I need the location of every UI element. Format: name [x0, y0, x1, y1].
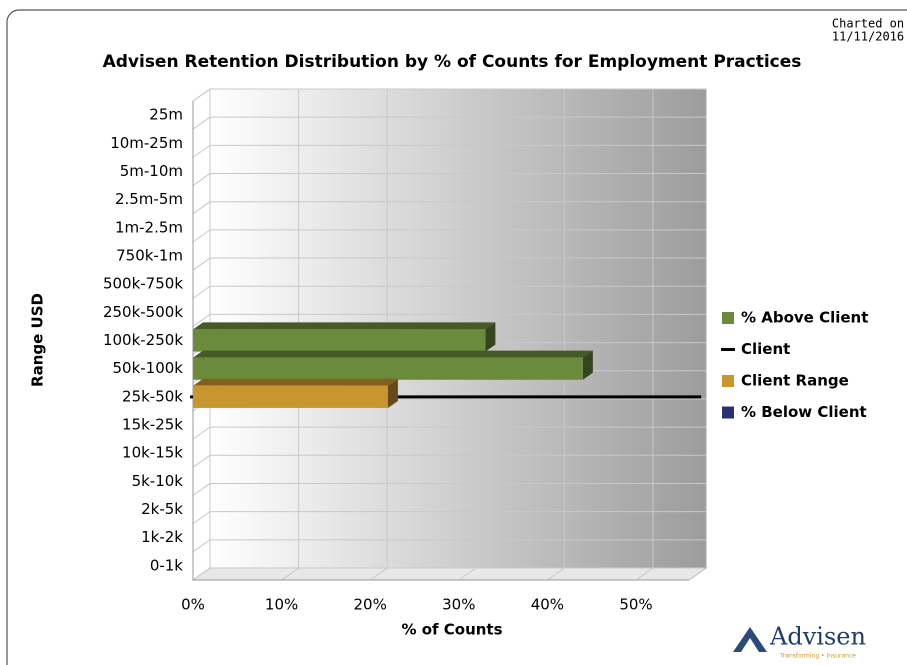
x-tick-label: 30%	[442, 596, 475, 614]
x-axis-label: % of Counts	[401, 621, 502, 639]
y-tick-label: 5m-10m	[120, 162, 183, 180]
row-line	[192, 116, 211, 130]
y-tick-label: 25k-50k	[122, 387, 183, 405]
chart-title: Advisen Retention Distribution by % of C…	[103, 52, 802, 72]
x-tick-label: 10%	[265, 596, 298, 614]
bar-top	[193, 350, 593, 358]
bar-top	[193, 322, 496, 330]
y-tick-label: 100k-250k	[103, 331, 183, 349]
charted-on: 11/11/2016	[832, 30, 904, 44]
legend-marker	[722, 406, 734, 419]
y-tick-label: 0-1k	[150, 556, 183, 574]
floor-grid	[458, 567, 477, 581]
row-line	[192, 567, 211, 581]
x-tick-label: 20%	[354, 596, 387, 614]
y-tick-label: 750k-1m	[116, 246, 183, 264]
legend-label: Client Range	[741, 372, 849, 390]
row-line	[192, 201, 211, 215]
legend-label: % Below Client	[741, 403, 867, 421]
y-tick-label: 15k-25k	[122, 416, 183, 434]
y-tick-label: 2k-5k	[141, 500, 183, 518]
floor-grid	[281, 567, 299, 581]
y-tick-label: 5k-10k	[132, 472, 184, 490]
row-line	[192, 426, 211, 440]
y-tick-label: 1m-2.5m	[115, 218, 183, 236]
bar-side	[582, 350, 593, 380]
row-line	[192, 88, 211, 102]
y-tick-label: 250k-500k	[103, 303, 183, 321]
y-tick-label: 25m	[149, 106, 183, 124]
legend-label: % Above Client	[741, 309, 868, 327]
bar	[193, 357, 583, 380]
y-tick-label: 2.5m-5m	[115, 190, 183, 208]
bar-side	[485, 322, 496, 352]
x-tick-label: 0%	[181, 596, 205, 614]
bar	[193, 329, 486, 352]
floor-grid	[547, 567, 565, 581]
y-tick-label: 10m-25m	[110, 134, 183, 152]
bar	[193, 385, 388, 408]
bar-top	[193, 378, 398, 386]
row-line	[192, 257, 211, 271]
floor-grid	[635, 567, 654, 581]
y-tick-label: 10k-15k	[122, 444, 183, 462]
logo: Advisen	[769, 623, 866, 651]
row-line	[192, 539, 211, 553]
legend-label: Client	[741, 340, 790, 358]
frame	[6, 9, 907, 665]
floor	[191, 567, 708, 581]
bar-side	[387, 378, 398, 408]
x-tick-label: 50%	[619, 596, 652, 614]
row-line	[192, 314, 211, 327]
x-tick-label: 40%	[531, 596, 564, 614]
row-line	[192, 454, 211, 468]
row-line	[192, 229, 211, 243]
row-line	[192, 144, 211, 158]
charted-on: Charted on	[832, 17, 904, 31]
y-tick-label: 50k-100k	[112, 359, 183, 377]
row-line	[192, 285, 211, 299]
row-line	[192, 511, 211, 525]
logo-icon	[733, 627, 767, 652]
y-tick-label: 500k-750k	[103, 275, 183, 293]
y-axis-label: Range USD	[29, 293, 47, 387]
legend-marker	[722, 375, 734, 387]
legend-marker	[722, 312, 734, 324]
row-line	[192, 173, 211, 186]
y-tick-label: 1k-2k	[141, 528, 183, 546]
floor-grid	[369, 567, 388, 581]
row-line	[192, 483, 211, 496]
tagline: Transforming • Insurance	[779, 653, 856, 660]
